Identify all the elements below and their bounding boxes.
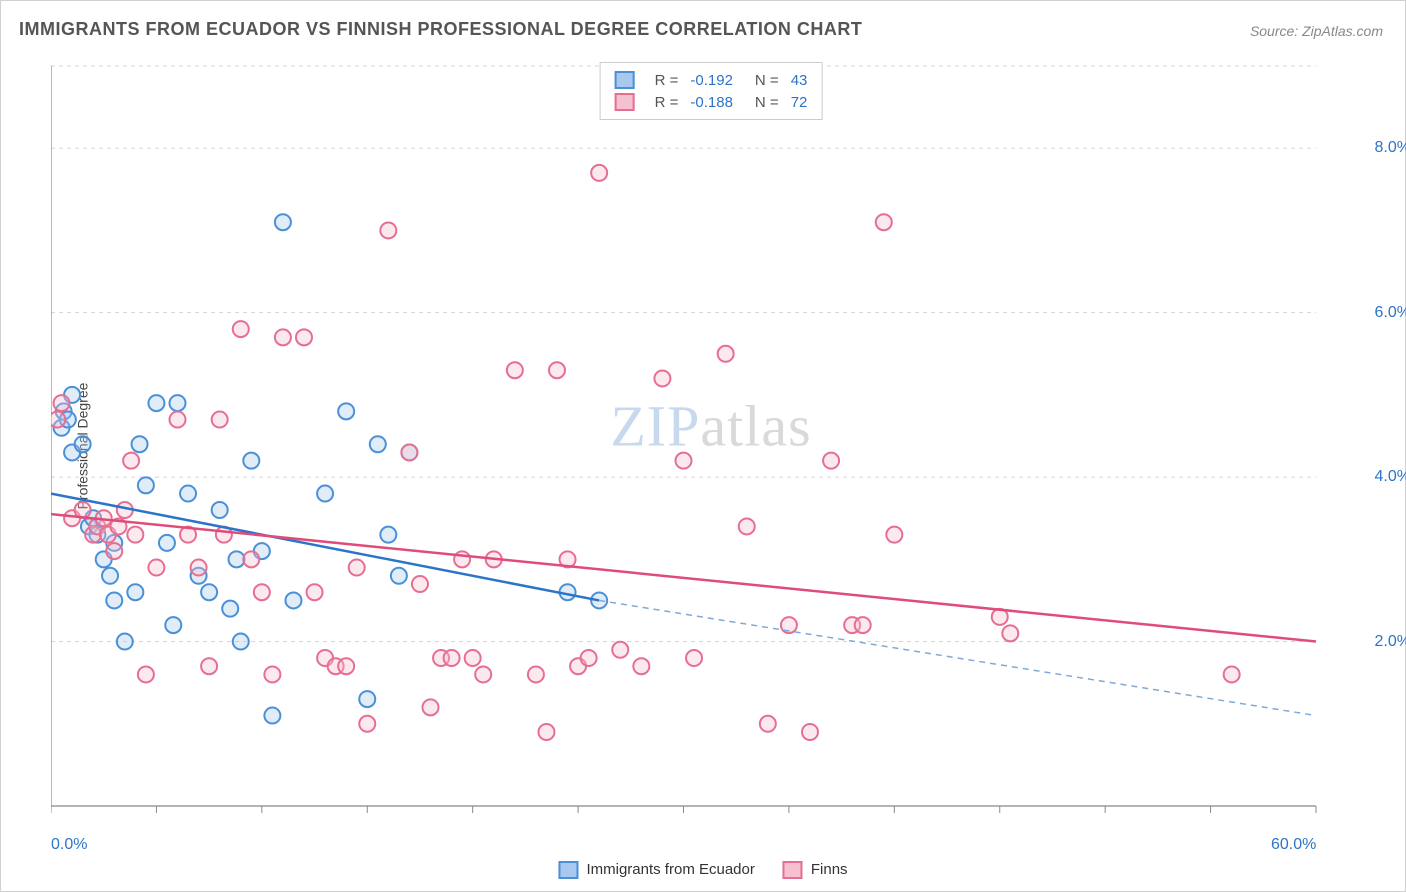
scatter-plot bbox=[51, 56, 1371, 826]
correlation-legend: R = -0.192 N = 43 R = -0.188 N = 72 bbox=[600, 62, 823, 120]
n-value: 43 bbox=[791, 72, 808, 89]
legend-swatch bbox=[615, 93, 635, 111]
x-tick-label: 0.0% bbox=[51, 836, 87, 854]
corr-legend-row: R = -0.192 N = 43 bbox=[615, 69, 808, 91]
legend-item: Finns bbox=[783, 861, 848, 879]
chart-container: IMMIGRANTS FROM ECUADOR VS FINNISH PROFE… bbox=[0, 0, 1406, 892]
n-value: 72 bbox=[791, 94, 808, 111]
r-label: R = bbox=[655, 94, 679, 111]
legend-swatch bbox=[558, 861, 578, 879]
legend-item: Immigrants from Ecuador bbox=[558, 861, 754, 879]
y-tick-label: 8.0% bbox=[1375, 139, 1406, 157]
legend-label: Immigrants from Ecuador bbox=[586, 861, 754, 878]
n-label: N = bbox=[755, 72, 779, 89]
y-tick-label: 4.0% bbox=[1375, 468, 1406, 486]
y-tick-label: 2.0% bbox=[1375, 633, 1406, 651]
y-tick-label: 6.0% bbox=[1375, 304, 1406, 322]
r-value: -0.192 bbox=[690, 72, 733, 89]
source-label: Source: ZipAtlas.com bbox=[1250, 23, 1383, 39]
chart-area: ZIPatlas R =-0.192N =43R =-0.188N =72 2.… bbox=[51, 56, 1371, 826]
legend-swatch bbox=[783, 861, 803, 879]
x-tick-label: 60.0% bbox=[1271, 836, 1316, 854]
n-label: N = bbox=[755, 94, 779, 111]
legend-label: Finns bbox=[811, 861, 848, 878]
series-legend: Immigrants from Ecuador Finns bbox=[558, 861, 847, 879]
r-value: -0.188 bbox=[690, 94, 733, 111]
legend-swatch bbox=[615, 71, 635, 89]
chart-title: IMMIGRANTS FROM ECUADOR VS FINNISH PROFE… bbox=[19, 19, 862, 40]
r-label: R = bbox=[655, 72, 679, 89]
corr-legend-row: R = -0.188 N = 72 bbox=[615, 91, 808, 113]
